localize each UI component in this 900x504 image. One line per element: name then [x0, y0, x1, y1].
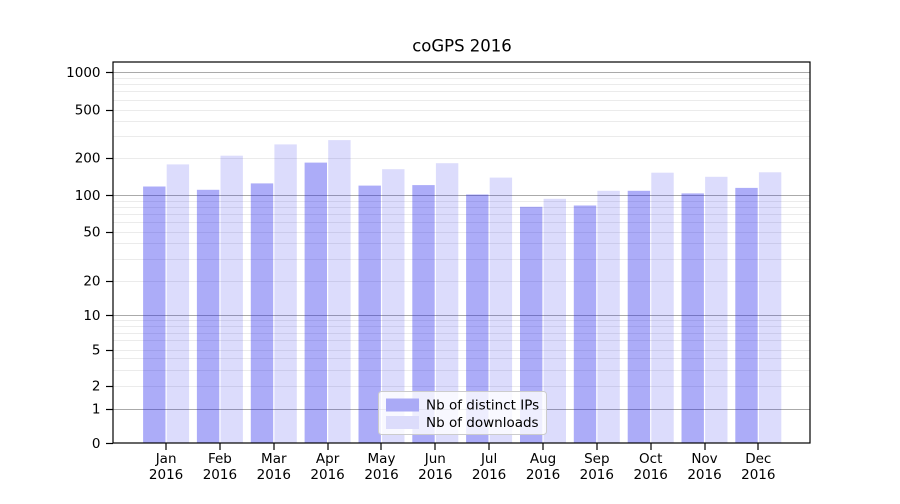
bar-ips-jan — [143, 186, 166, 443]
legend-swatch-downloads — [386, 416, 419, 429]
bar-ips-mar — [250, 183, 274, 443]
bar-downloads-oct — [651, 172, 674, 443]
x-tick-label-month: Jul — [480, 451, 497, 467]
x-tick-label-month: Sep — [584, 451, 609, 467]
y-tick-label: 200 — [75, 150, 101, 166]
x-tick-label-year: 2016 — [687, 467, 721, 483]
bar-ips-sep — [573, 205, 597, 443]
legend-label-ips: Nb of distinct IPs — [426, 398, 539, 414]
bar-downloads-jul — [489, 177, 513, 443]
bar-ips-oct — [627, 190, 651, 443]
legend-box — [378, 391, 547, 435]
x-tick-label-year: 2016 — [257, 467, 291, 483]
bars — [143, 140, 782, 444]
y-tick-label: 1000 — [66, 65, 100, 81]
y-tick-label: 0 — [92, 436, 101, 452]
y-tick-label: 10 — [83, 308, 100, 324]
x-tick-label-month: Nov — [691, 451, 717, 467]
x-tick-label-year: 2016 — [418, 467, 452, 483]
x-tick-label-month: Jun — [424, 451, 446, 467]
bar-downloads-nov — [705, 176, 728, 444]
bar-downloads-jan — [166, 164, 190, 443]
bar-downloads-feb — [220, 155, 243, 443]
x-tick-label-year: 2016 — [741, 467, 775, 483]
bar-downloads-mar — [274, 144, 297, 443]
x-tick-label-month: Jan — [155, 451, 177, 467]
legend-swatch-ips — [386, 398, 419, 412]
x-tick-label-year: 2016 — [526, 467, 560, 483]
bar-ips-dec — [735, 187, 758, 443]
bar-ips-aug — [520, 206, 543, 443]
y-tick-label: 20 — [83, 273, 100, 289]
minor-gridlines — [113, 78, 810, 387]
bar-ips-jul — [466, 194, 489, 443]
bar-downloads-sep — [597, 190, 620, 443]
x-tick-label-month: Oct — [639, 451, 662, 467]
y-axis: 0 1 2 5 10 20 50 100 200 500 1000 — [66, 65, 113, 452]
bar-downloads-dec — [758, 172, 782, 444]
bar-downloads-apr — [328, 140, 351, 443]
x-tick-label-month: Feb — [208, 451, 232, 467]
y-tick-label: 5 — [92, 342, 101, 358]
x-tick-label-month: May — [368, 451, 396, 467]
chart-title: coGPS 2016 — [412, 37, 512, 56]
x-tick-label-month: Mar — [261, 451, 287, 467]
bar-ips-apr — [304, 162, 327, 443]
x-tick-label-year: 2016 — [580, 467, 614, 483]
legend: Nb of distinct IPs Nb of downloads — [378, 391, 547, 435]
bar-ips-jun — [412, 185, 435, 443]
x-tick-label-month: Dec — [745, 451, 771, 467]
x-tick-label-month: Apr — [316, 451, 340, 467]
x-tick-label-year: 2016 — [149, 467, 183, 483]
x-tick-label-year: 2016 — [472, 467, 506, 483]
bar-ips-feb — [196, 189, 220, 443]
bar-downloads-aug — [543, 198, 566, 443]
bar-downloads-may — [382, 169, 405, 443]
x-tick-label-year: 2016 — [364, 467, 398, 483]
y-tick-label: 2 — [92, 378, 101, 394]
x-axis: Jan2016Feb2016Mar2016Apr2016May2016Jun20… — [149, 443, 775, 483]
x-tick-label-year: 2016 — [203, 467, 237, 483]
bar-downloads-jun — [435, 163, 459, 443]
x-tick-label-year: 2016 — [310, 467, 344, 483]
bar-ips-nov — [681, 193, 704, 443]
legend-label-downloads: Nb of downloads — [426, 415, 539, 431]
x-tick-label-month: Aug — [530, 451, 556, 467]
y-tick-label: 50 — [83, 224, 100, 240]
y-tick-label: 500 — [75, 102, 101, 118]
x-tick-label-year: 2016 — [634, 467, 668, 483]
y-tick-label: 100 — [75, 188, 101, 204]
bar-ips-may — [358, 185, 381, 443]
y-tick-label: 1 — [92, 401, 101, 417]
plot-border — [112, 61, 811, 444]
